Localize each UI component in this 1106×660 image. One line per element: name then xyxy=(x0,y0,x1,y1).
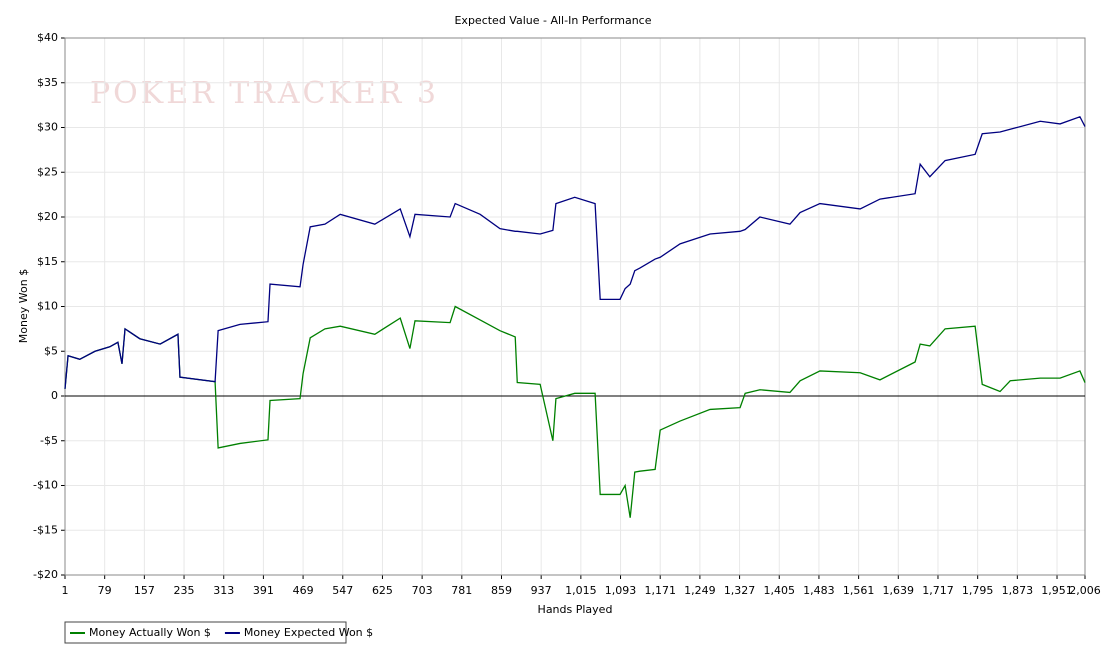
y-tick-label: $20 xyxy=(37,210,58,223)
y-tick-label: $35 xyxy=(37,76,58,89)
y-tick-label: $30 xyxy=(37,121,58,134)
legend-box xyxy=(64,621,347,644)
x-tick-label: 1,327 xyxy=(724,584,756,597)
y-tick-label: $15 xyxy=(37,255,58,268)
x-tick-label: 1,951 xyxy=(1041,584,1073,597)
y-tick-label: $5 xyxy=(44,344,58,357)
x-tick-label: 859 xyxy=(491,584,512,597)
y-tick-label: -$10 xyxy=(33,479,58,492)
x-tick-label: 1,717 xyxy=(922,584,954,597)
watermark: POKER TRACKER 3 xyxy=(90,76,439,111)
y-tick-label: -$5 xyxy=(40,434,58,447)
x-tick-label: 703 xyxy=(412,584,433,597)
y-tick-label: $10 xyxy=(37,300,58,313)
legend-label: Money Actually Won $ xyxy=(89,626,211,639)
x-tick-label: 781 xyxy=(451,584,472,597)
chart-title: Expected Value - All-In Performance xyxy=(454,14,651,27)
y-tick-label: $25 xyxy=(37,165,58,178)
x-tick-label: 157 xyxy=(134,584,155,597)
x-tick-label: 313 xyxy=(213,584,234,597)
legend: Money Actually Won $ Money Expected Won $ xyxy=(64,621,373,644)
x-tick-label: 1,873 xyxy=(1002,584,1034,597)
legend-label: Money Expected Won $ xyxy=(244,626,373,639)
x-tick-label: 469 xyxy=(293,584,314,597)
y-tick-label: -$20 xyxy=(33,568,58,581)
x-tick-label: 1,795 xyxy=(962,584,994,597)
x-tick-label: 1,639 xyxy=(883,584,915,597)
x-tick-label: 937 xyxy=(531,584,552,597)
x-tick-label: 1,171 xyxy=(644,584,676,597)
y-tick-label: 0 xyxy=(51,389,58,402)
plot-frame xyxy=(64,37,1086,576)
x-tick-label: 1 xyxy=(62,584,69,597)
x-tick-label: 79 xyxy=(98,584,112,597)
y-axis-label: Money Won $ xyxy=(17,269,30,343)
x-tick-label: 625 xyxy=(372,584,393,597)
y-tick-label: $40 xyxy=(37,31,58,44)
series-line xyxy=(64,115,1086,389)
x-tick-label: 2,006 xyxy=(1069,584,1101,597)
x-tick-label: 547 xyxy=(332,584,353,597)
y-tick-label: -$15 xyxy=(33,523,58,536)
x-tick-label: 1,015 xyxy=(565,584,597,597)
x-tick-label: 1,483 xyxy=(803,584,835,597)
x-tick-label: 1,093 xyxy=(605,584,637,597)
x-tick-label: 1,405 xyxy=(764,584,796,597)
x-tick-label: 1,561 xyxy=(843,584,875,597)
x-tick-label: 1,249 xyxy=(684,584,716,597)
x-axis-label: Hands Played xyxy=(538,603,613,616)
x-tick-label: 391 xyxy=(253,584,274,597)
x-tick-label: 235 xyxy=(174,584,195,597)
